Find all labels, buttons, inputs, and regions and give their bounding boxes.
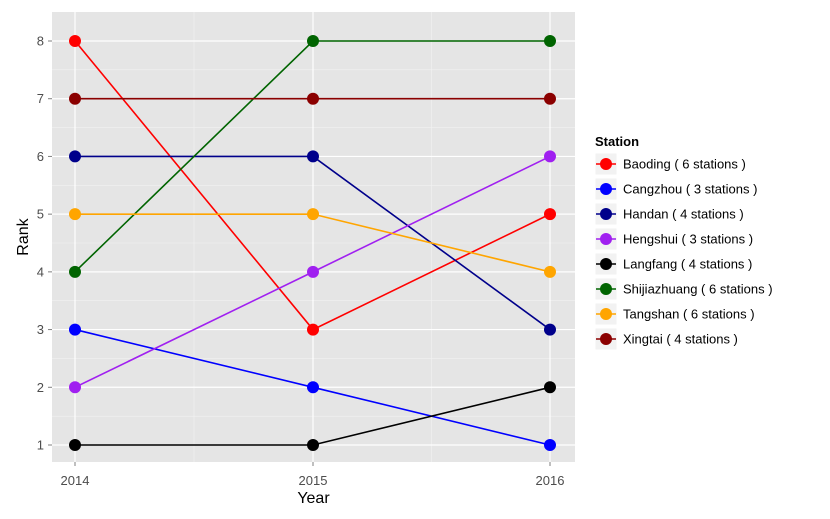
data-point-hengshui-2016 [544,150,556,163]
legend-label-hengshui: Hengshui ( 3 stations ) [623,232,753,247]
y-tick-label: 4 [37,264,44,279]
data-point-tangshan-2015 [307,208,319,221]
y-tick-label: 6 [37,149,44,164]
x-tick-label: 2015 [299,473,328,488]
x-axis: 2014 2015 2016 [61,462,565,488]
legend-label-tangshan: Tangshan ( 6 stations ) [623,307,755,322]
data-point-shijiazhuang-2016 [544,35,556,47]
data-point-tangshan-2016 [544,265,556,278]
data-point-baoding-2014 [69,35,81,47]
y-tick-label: 3 [37,322,44,337]
legend-key-point [600,233,612,245]
series-points [69,35,556,451]
data-point-langfang-2015 [307,439,319,451]
data-point-langfang-2014 [69,439,81,451]
legend-label-xingtai: Xingtai ( 4 stations ) [623,332,738,347]
legend-label-shijiazhuang: Shijiazhuang ( 6 stations ) [623,282,773,297]
legend-item-cangzhou: Cangzhou ( 3 stations ) [594,177,757,201]
data-point-langfang-2016 [544,381,556,394]
legend-key-point [600,333,612,345]
legend-key-point [600,258,612,270]
data-point-cangzhou-2014 [69,323,81,336]
legend-key-point [600,283,612,295]
x-axis-title: Year [297,490,330,507]
data-point-xingtai-2016 [544,92,556,105]
legend-item-baoding: Baoding ( 6 stations ) [594,152,746,176]
x-tick-label: 2016 [536,473,565,488]
legend-label-baoding: Baoding ( 6 stations ) [623,157,746,172]
data-point-handan-2014 [69,150,81,163]
y-axis-title: Rank [15,217,32,255]
legend-key-point [600,308,612,320]
data-point-handan-2016 [544,323,556,336]
legend-key-point [600,158,612,170]
y-tick-label: 7 [37,91,44,106]
legend-item-xingtai: Xingtai ( 4 stations ) [594,327,738,351]
data-point-cangzhou-2016 [544,439,556,451]
legend-item-handan: Handan ( 4 stations ) [594,202,744,226]
x-tick-label: 2014 [61,473,90,488]
data-point-xingtai-2014 [69,92,81,105]
data-point-cangzhou-2015 [307,381,319,394]
legend-key-point [600,208,612,220]
data-point-hengshui-2015 [307,265,319,278]
y-tick-label: 5 [37,207,44,222]
legend-label-cangzhou: Cangzhou ( 3 stations ) [623,182,757,197]
y-tick-label: 1 [37,438,44,453]
data-point-baoding-2015 [307,323,319,336]
legend: Station Baoding ( 6 stations ) Cangzhou (… [594,134,773,351]
y-axis: 1 2 3 4 5 6 7 8 [37,34,52,453]
data-point-tangshan-2014 [69,208,81,221]
data-point-xingtai-2015 [307,92,319,105]
legend-item-tangshan: Tangshan ( 6 stations ) [594,302,755,326]
y-tick-label: 8 [37,34,44,49]
data-point-shijiazhuang-2015 [307,35,319,47]
legend-items: Baoding ( 6 stations ) Cangzhou ( 3 stati… [594,152,773,351]
legend-label-handan: Handan ( 4 stations ) [623,207,744,222]
legend-key-point [600,183,612,195]
data-point-hengshui-2014 [69,381,81,394]
legend-item-shijiazhuang: Shijiazhuang ( 6 stations ) [594,277,773,301]
legend-item-langfang: Langfang ( 4 stations ) [594,252,752,276]
legend-label-langfang: Langfang ( 4 stations ) [623,257,752,272]
data-point-baoding-2016 [544,208,556,221]
legend-item-hengshui: Hengshui ( 3 stations ) [594,227,753,251]
data-point-handan-2015 [307,150,319,163]
y-tick-label: 2 [37,380,44,395]
legend-title: Station [595,134,639,149]
data-point-shijiazhuang-2014 [69,265,81,278]
